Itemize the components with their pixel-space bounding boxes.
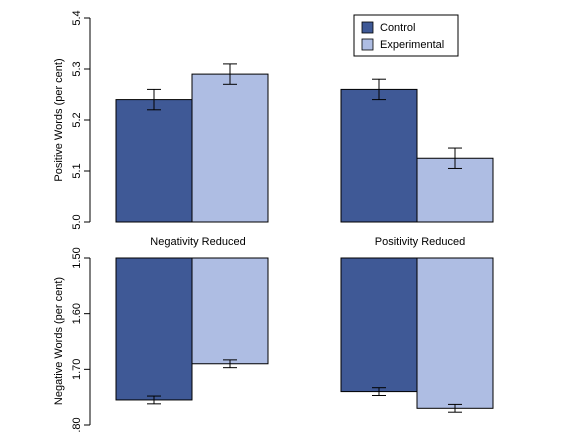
y-tick-label: 1.50 — [71, 247, 83, 268]
y-tick-label: 5.1 — [71, 163, 83, 178]
positive-words-panel: 5.0 5.1 5.2 5.3 5.4 Positive Words (per cent… — [53, 10, 494, 230]
y-axis-title: Positive Words (per cent) — [53, 58, 65, 181]
bar-control — [115, 257, 193, 401]
bar-experimental — [416, 257, 494, 409]
bar-control — [340, 88, 418, 223]
group-label-positivity-reduced: Positivity Reduced — [375, 236, 466, 248]
y-tick-label: 5.4 — [71, 10, 83, 25]
y-axis-title: Negative Words (per cent) — [53, 277, 65, 405]
y-tick-label: 5.3 — [71, 61, 83, 76]
legend-swatch-control — [361, 21, 374, 34]
bar-experimental — [191, 73, 269, 223]
legend: Control Experimental — [353, 14, 459, 57]
bar-control — [340, 257, 418, 393]
y-tick-label: .80 — [71, 417, 83, 432]
group-label-negativity-reduced: Negativity Reduced — [150, 236, 245, 248]
y-tick-label: 1.70 — [71, 359, 83, 380]
legend-swatch-experimental — [361, 38, 374, 51]
negative-words-panel: 1.50 1.60 1.70 .80 Negative Words (per cent… — [53, 247, 494, 433]
y-tick-label: 5.2 — [71, 112, 83, 127]
y-tick-label: 5.0 — [71, 214, 83, 229]
legend-label-control: Control — [380, 22, 415, 34]
legend-label-experimental: Experimental — [380, 39, 444, 51]
bar-control — [115, 99, 193, 223]
bar-experimental — [191, 257, 269, 365]
y-tick-label: 1.60 — [71, 303, 83, 324]
